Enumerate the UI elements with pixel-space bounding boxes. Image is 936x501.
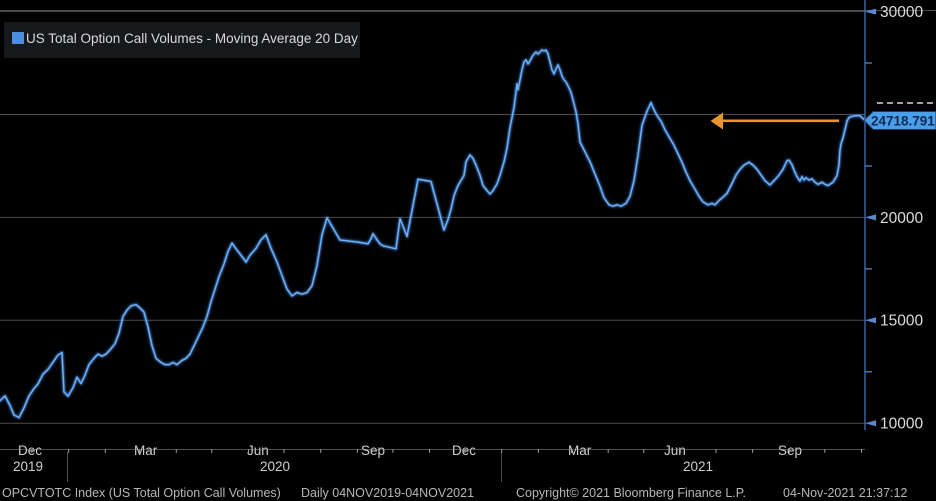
svg-text:15000: 15000 xyxy=(880,313,923,330)
svg-text:24718.791: 24718.791 xyxy=(871,113,935,128)
svg-text:30000: 30000 xyxy=(880,4,923,21)
svg-text:10000: 10000 xyxy=(880,416,923,433)
svg-text:20000: 20000 xyxy=(880,210,923,227)
